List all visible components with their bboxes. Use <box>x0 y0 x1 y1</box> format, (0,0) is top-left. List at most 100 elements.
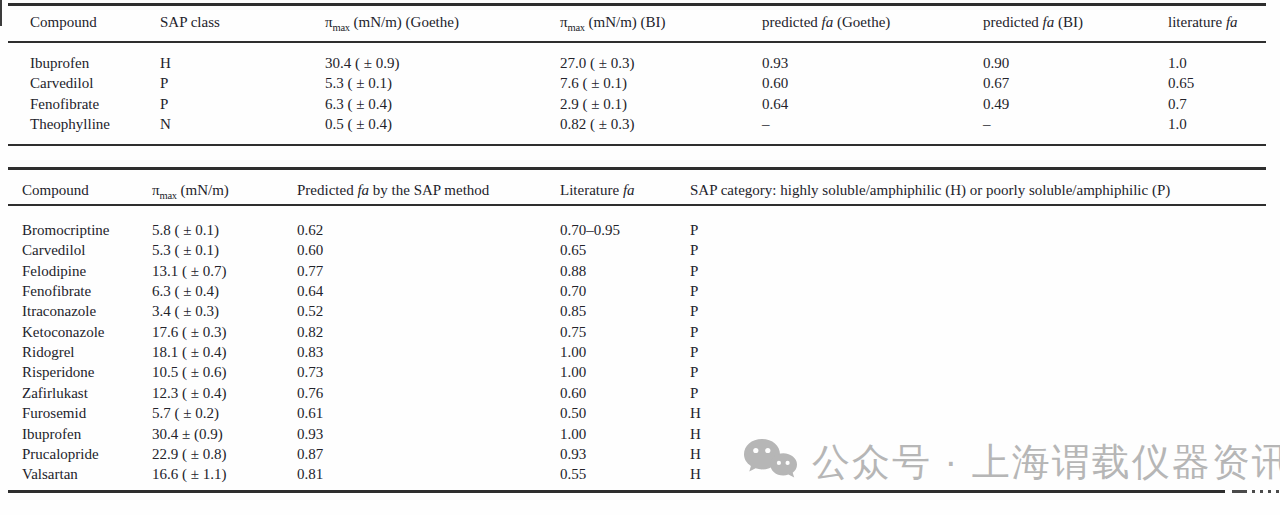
table-cell: P <box>690 240 698 260</box>
header-text-part: by the SAP method <box>369 182 489 198</box>
table-cell: 0.83 <box>297 342 323 362</box>
table-cell: 0.65 <box>560 240 586 260</box>
header-text-part: fa <box>1226 14 1238 30</box>
table-cell: 0.70 <box>560 281 586 301</box>
table1-bottom-rule <box>8 144 1266 146</box>
column-header: SAP class <box>160 12 220 32</box>
table-cell: P <box>160 73 168 93</box>
table-cell: 0.55 <box>560 464 586 484</box>
header-text-part: fa <box>822 14 834 30</box>
table-cell: 10.5 ( ± 0.6) <box>152 362 226 382</box>
table-cell: 0.5 ( ± 0.4) <box>325 114 392 134</box>
table-row: Felodipine13.1 ( ± 0.7)0.770.88P <box>0 261 1280 281</box>
table-cell: 30.4 ( ± 0.9) <box>325 53 399 73</box>
table-row: Ridogrel18.1 ( ± 0.4)0.831.00P <box>0 342 1280 362</box>
rule-end-dashes <box>1232 490 1279 493</box>
compound-name-cell: Fenofibrate <box>30 94 99 114</box>
table-cell: 0.93 <box>297 424 323 444</box>
header-text-part: (BI) <box>1054 14 1083 30</box>
compound-name-cell: Fenofibrate <box>22 281 91 301</box>
table-cell: P <box>690 220 698 240</box>
table-row: Fenofibrate6.3 ( ± 0.4)0.640.70P <box>0 281 1280 301</box>
table-cell: 12.3 ( ± 0.4) <box>152 383 226 403</box>
header-text-part: Compound <box>22 182 89 198</box>
header-text-part: predicted <box>762 14 822 30</box>
table-cell: P <box>690 301 698 321</box>
table-cell: 0.60 <box>560 383 586 403</box>
table-cell: H <box>690 464 701 484</box>
compound-name-cell: Theophylline <box>30 114 110 134</box>
table-cell: 3.4 ( ± 0.3) <box>152 301 219 321</box>
header-text-part: max <box>160 190 177 201</box>
compound-name-cell: Zafirlukast <box>22 383 88 403</box>
column-header: SAP category: highly soluble/amphiphilic… <box>690 180 1170 200</box>
header-text-part: (mN/m) <box>177 182 229 198</box>
table-row: Furosemid5.7 ( ± 0.2)0.610.50H <box>0 403 1280 423</box>
table-cell: P <box>690 342 698 362</box>
table-cell: 27.0 ( ± 0.3) <box>560 53 634 73</box>
table-cell: H <box>690 424 701 444</box>
compound-name-cell: Risperidone <box>22 362 95 382</box>
compound-name-cell: Valsartan <box>22 464 78 484</box>
header-text-part: (Goethe) <box>833 14 890 30</box>
table-cell: 0.85 <box>560 301 586 321</box>
table-cell: 1.0 <box>1168 114 1187 134</box>
table-cell: 0.81 <box>297 464 323 484</box>
table-row: IbuprofenH30.4 ( ± 0.9)27.0 ( ± 0.3)0.93… <box>0 53 1280 73</box>
table-cell: 0.73 <box>297 362 323 382</box>
table-cell: 0.7 <box>1168 94 1187 114</box>
table-cell: – <box>983 114 991 134</box>
table-row: TheophyllineN0.5 ( ± 0.4)0.82 ( ± 0.3)––… <box>0 114 1280 134</box>
table-row: Itraconazole 3.4 ( ± 0.3) 0.52 0.85 P <box>0 301 1280 321</box>
compound-name-cell: Carvedilol <box>30 73 93 93</box>
header-text-part: (mN/m) (Goethe) <box>350 14 459 30</box>
header-text-part: SAP category: highly soluble/amphiphilic… <box>690 182 1170 198</box>
table-row: Ketoconazole17.6 ( ± 0.3)0.820.75P <box>0 322 1280 342</box>
header-text-part: fa <box>1043 14 1055 30</box>
header-text-part: SAP class <box>160 14 220 30</box>
column-header: πmax (mN/m) <box>152 180 229 206</box>
table-cell: 0.52 <box>297 301 323 321</box>
header-text-part: predicted <box>983 14 1043 30</box>
column-header: predicted fa (Goethe) <box>762 12 890 32</box>
table-cell: 6.3 ( ± 0.4) <box>152 281 219 301</box>
compound-name-cell: Ibuprofen <box>22 424 81 444</box>
table-cell: H <box>160 53 171 73</box>
table-row: Carvedilol5.3 ( ± 0.1)0.600.65P <box>0 240 1280 260</box>
table-cell: 22.9 ( ± 0.8) <box>152 444 226 464</box>
table-cell: 1.0 <box>1168 53 1187 73</box>
dash-mark <box>1232 490 1247 493</box>
table-cell: 0.75 <box>560 322 586 342</box>
table-row: FenofibrateP6.3 ( ± 0.4)2.9 ( ± 0.1)0.64… <box>0 94 1280 114</box>
table-cell: 0.77 <box>297 261 323 281</box>
table-cell: H <box>690 403 701 423</box>
header-text-part: literature <box>1168 14 1226 30</box>
table-cell: P <box>690 261 698 281</box>
header-text-part: Compound <box>30 14 97 30</box>
header-text-part: Predicted <box>297 182 357 198</box>
compound-name-cell: Ridogrel <box>22 342 75 362</box>
table-cell: H <box>690 444 701 464</box>
compound-name-cell: Felodipine <box>22 261 86 281</box>
wechat-icon <box>742 437 798 487</box>
table-cell: 0.65 <box>1168 73 1194 93</box>
table-cell: 5.8 ( ± 0.1) <box>152 220 219 240</box>
column-header: Compound <box>30 12 97 32</box>
header-text-part: π <box>152 182 160 198</box>
compound-name-cell: Ibuprofen <box>30 53 89 73</box>
compound-name-cell: Itraconazole <box>22 301 96 321</box>
header-text-part: fa <box>357 182 369 198</box>
table-row: Zafirlukast12.3 ( ± 0.4)0.760.60P <box>0 383 1280 403</box>
table-cell: – <box>762 114 770 134</box>
column-header: πmax (mN/m) (BI) <box>560 12 666 38</box>
table-cell: P <box>690 322 698 342</box>
table-cell: P <box>160 94 168 114</box>
table-cell: 0.88 <box>560 261 586 281</box>
table-cell: 18.1 ( ± 0.4) <box>152 342 226 362</box>
compound-name-cell: Ketoconazole <box>22 322 104 342</box>
table-row: Bromocriptine5.8 ( ± 0.1)0.620.70–0.95P <box>0 220 1280 240</box>
table-cell: P <box>690 383 698 403</box>
table-cell: 0.50 <box>560 403 586 423</box>
table-cell: 0.70–0.95 <box>560 220 620 240</box>
table1-header-rule <box>8 41 1266 43</box>
